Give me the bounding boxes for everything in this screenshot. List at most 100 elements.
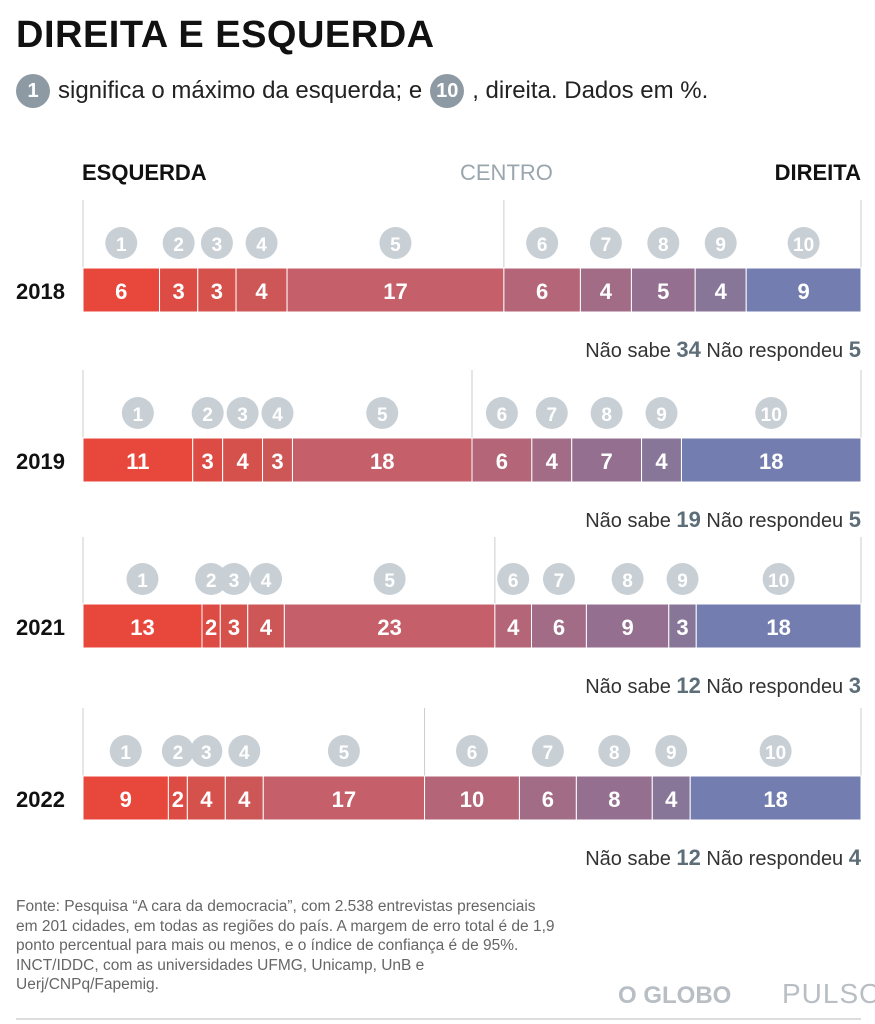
scale-point-label: 5 <box>384 571 395 592</box>
segment-value-label: 4 <box>507 615 520 640</box>
year-label: 2018 <box>16 279 65 304</box>
segment-value-label: 3 <box>271 449 283 474</box>
scale-point-circle <box>645 397 678 429</box>
scale-point-circle <box>535 397 568 429</box>
segment-value-label: 23 <box>377 615 401 640</box>
scale-point-circle <box>647 227 680 259</box>
scale-point-label: 7 <box>547 405 558 426</box>
scale-badge-1: 1 <box>16 74 50 108</box>
scale-point-circle <box>245 227 278 259</box>
segment-value-label: 8 <box>608 787 620 812</box>
scale-point-label: 8 <box>609 743 620 764</box>
scale-point-label: 5 <box>377 405 388 426</box>
scale-point-label: 10 <box>761 405 782 426</box>
scale-point-circle <box>218 563 251 595</box>
bar-segment-2022-6 <box>424 775 520 821</box>
segment-value-label: 4 <box>255 279 268 304</box>
scale-point-circle <box>226 397 259 429</box>
footer-source: Fonte: Pesquisa “A cara da democracia”, … <box>16 898 555 993</box>
segment-value-label: 18 <box>763 787 787 812</box>
scale-point-label: 1 <box>133 405 144 426</box>
scale-point-circle <box>161 735 194 767</box>
segment-value-label: 9 <box>621 615 633 640</box>
bar-segment-2021-8 <box>585 603 670 649</box>
scale-point-circle <box>589 227 622 259</box>
scale-point-circle <box>611 563 644 595</box>
scale-point-label: 2 <box>173 235 184 256</box>
segment-value-label: 4 <box>546 449 559 474</box>
scale-point-circle <box>542 563 575 595</box>
scale-point-circle <box>195 563 228 595</box>
segment-value-label: 4 <box>238 787 251 812</box>
scale-point-circle <box>109 735 142 767</box>
segment-value-label: 3 <box>202 449 214 474</box>
bar-segment-2022-5 <box>262 775 426 821</box>
segment-value-label: 2 <box>172 787 184 812</box>
bar-segment-2018-5 <box>286 267 505 313</box>
scale-point-circle <box>485 397 518 429</box>
bar-segment-2021-10 <box>695 603 862 649</box>
scale-point-circle <box>531 735 564 767</box>
scale-point-circle <box>327 735 360 767</box>
scale-point-label: 6 <box>467 743 478 764</box>
scale-point-circle <box>162 227 195 259</box>
scale-point-label: 2 <box>202 405 213 426</box>
scale-point-circle <box>261 397 294 429</box>
scale-point-circle <box>497 563 530 595</box>
scale-point-label: 9 <box>656 405 667 426</box>
segment-value-label: 6 <box>496 449 508 474</box>
logo-pulso: PULSO <box>782 978 875 1009</box>
year-label: 2019 <box>16 449 65 474</box>
label-direita: DIREITA <box>774 160 861 185</box>
segment-value-label: 2 <box>205 615 217 640</box>
scale-point-label: 2 <box>173 743 184 764</box>
scale-point-label: 10 <box>768 571 789 592</box>
scale-point-circle <box>655 735 688 767</box>
segment-value-label: 18 <box>370 449 394 474</box>
subtitle-text-1: significa o máximo da esquerda; e <box>58 77 423 104</box>
scale-point-circle <box>759 735 792 767</box>
segment-value-label: 3 <box>228 615 240 640</box>
scale-point-label: 5 <box>390 235 401 256</box>
segment-value-label: 3 <box>211 279 223 304</box>
scale-point-circle <box>250 563 283 595</box>
scale-badge-10: 10 <box>430 74 465 108</box>
segment-value-label: 9 <box>797 279 809 304</box>
bar-segment-2019-6 <box>471 437 533 483</box>
scale-point-circle <box>598 735 631 767</box>
scale-point-circle <box>228 735 261 767</box>
segment-value-label: 4 <box>200 787 213 812</box>
segment-value-label: 6 <box>553 615 565 640</box>
scale-point-label: 10 <box>793 235 814 256</box>
bar-segment-2018-10 <box>745 267 862 313</box>
bottom-divider <box>16 1018 861 1020</box>
label-esquerda: ESQUERDA <box>82 160 207 185</box>
bar-segment-2021-7 <box>530 603 587 649</box>
bar-segment-2019-3 <box>222 437 264 483</box>
scale-point-circle <box>200 227 233 259</box>
scale-point-circle <box>762 563 795 595</box>
scale-point-label: 3 <box>237 405 248 426</box>
scale-point-circle <box>590 397 623 429</box>
segment-value-label: 5 <box>657 279 669 304</box>
scale-point-circle <box>704 227 737 259</box>
segment-value-label: 7 <box>601 449 613 474</box>
bar-segment-2018-9 <box>694 267 747 313</box>
bar-segment-2018-6 <box>503 267 581 313</box>
scale-point-circle <box>105 227 138 259</box>
scale-point-label: 4 <box>272 405 283 426</box>
segment-value-label: 3 <box>173 279 185 304</box>
segment-value-label: 18 <box>766 615 790 640</box>
scale-point-circle <box>121 397 154 429</box>
year-label: 2021 <box>16 615 65 640</box>
scale-point-label: 6 <box>537 235 548 256</box>
bar-segment-2022-10 <box>689 775 862 821</box>
scale-point-label: 6 <box>508 571 519 592</box>
scale-point-label: 9 <box>666 743 677 764</box>
bar-segment-2021-4 <box>247 603 285 649</box>
scale-point-label: 3 <box>212 235 223 256</box>
bar-segment-2019-8 <box>571 437 643 483</box>
scale-point-label: 4 <box>239 743 250 764</box>
scale-point-circle <box>191 397 224 429</box>
